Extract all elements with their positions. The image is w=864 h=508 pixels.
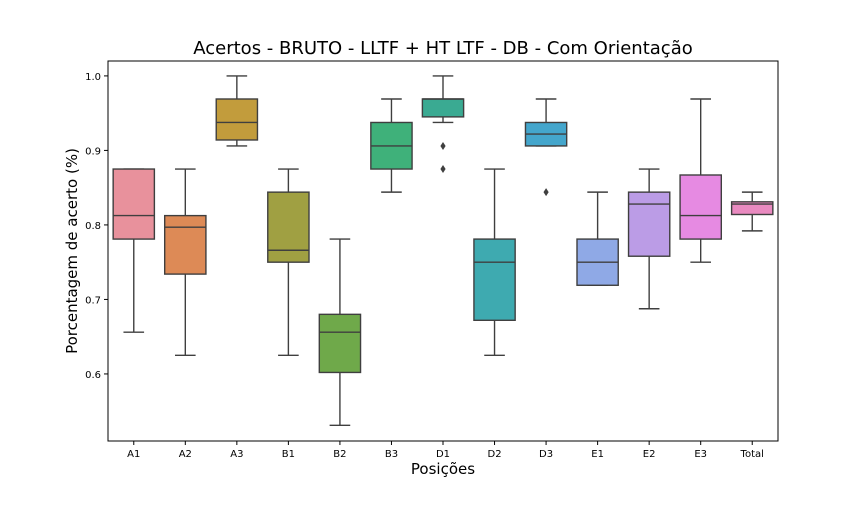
box-group (215, 75, 259, 147)
box-group (524, 98, 568, 197)
y-tick-label: 0.8 (85, 221, 101, 232)
box-group (730, 191, 774, 232)
box-group (112, 168, 156, 333)
x-tick-label: D2 (488, 449, 502, 460)
x-axis-ticks: A1 A2 A3 B1 B2 B3 D1 D2 D3 E1 E2 E3 Total (127, 441, 764, 460)
box (627, 191, 671, 257)
box (421, 98, 465, 118)
y-tick-label: 0.7 (85, 295, 101, 306)
x-tick-label: B1 (282, 449, 295, 460)
box-group (576, 191, 619, 286)
box (679, 174, 723, 240)
outlier-point (440, 141, 446, 150)
plot-area-frame (107, 60, 779, 442)
box-group (473, 168, 516, 357)
box (318, 313, 362, 374)
box-group (318, 238, 362, 427)
y-axis-label: Porcentagem de acerto (%) (63, 148, 81, 354)
boxes-layer (112, 75, 774, 427)
x-tick-label: E3 (694, 449, 707, 460)
box (730, 201, 774, 216)
x-tick-label: D3 (539, 449, 553, 460)
x-tick-label: A2 (179, 449, 192, 460)
box-group (370, 98, 413, 193)
x-tick-label: D1 (436, 449, 450, 460)
x-tick-label: E2 (643, 449, 656, 460)
box-group (267, 168, 310, 357)
box (163, 214, 207, 275)
box-group (421, 75, 465, 174)
box-group (679, 98, 723, 263)
x-tick-label: B2 (333, 449, 346, 460)
outlier-point (440, 165, 446, 174)
x-tick-label: B3 (385, 449, 398, 460)
x-axis-label: Posições (411, 460, 475, 478)
y-tick-label: 1.0 (85, 72, 101, 83)
x-tick-label: A1 (127, 449, 140, 460)
x-tick-label: E1 (591, 449, 604, 460)
y-tick-label: 0.9 (85, 146, 101, 157)
box (473, 238, 516, 321)
x-tick-label: Total (740, 449, 764, 460)
box (112, 168, 156, 240)
y-tick-label: 0.6 (85, 370, 101, 381)
box (215, 98, 259, 141)
x-tick-label: A3 (230, 449, 243, 460)
box-group (163, 168, 207, 357)
chart-title: Acertos - BRUTO - LLTF + HT LTF - DB - C… (193, 38, 693, 59)
y-axis-ticks: 0.6 0.7 0.8 0.9 1.0 (85, 72, 108, 381)
box-group (627, 168, 671, 310)
outlier-point (543, 188, 549, 197)
box (267, 191, 310, 263)
